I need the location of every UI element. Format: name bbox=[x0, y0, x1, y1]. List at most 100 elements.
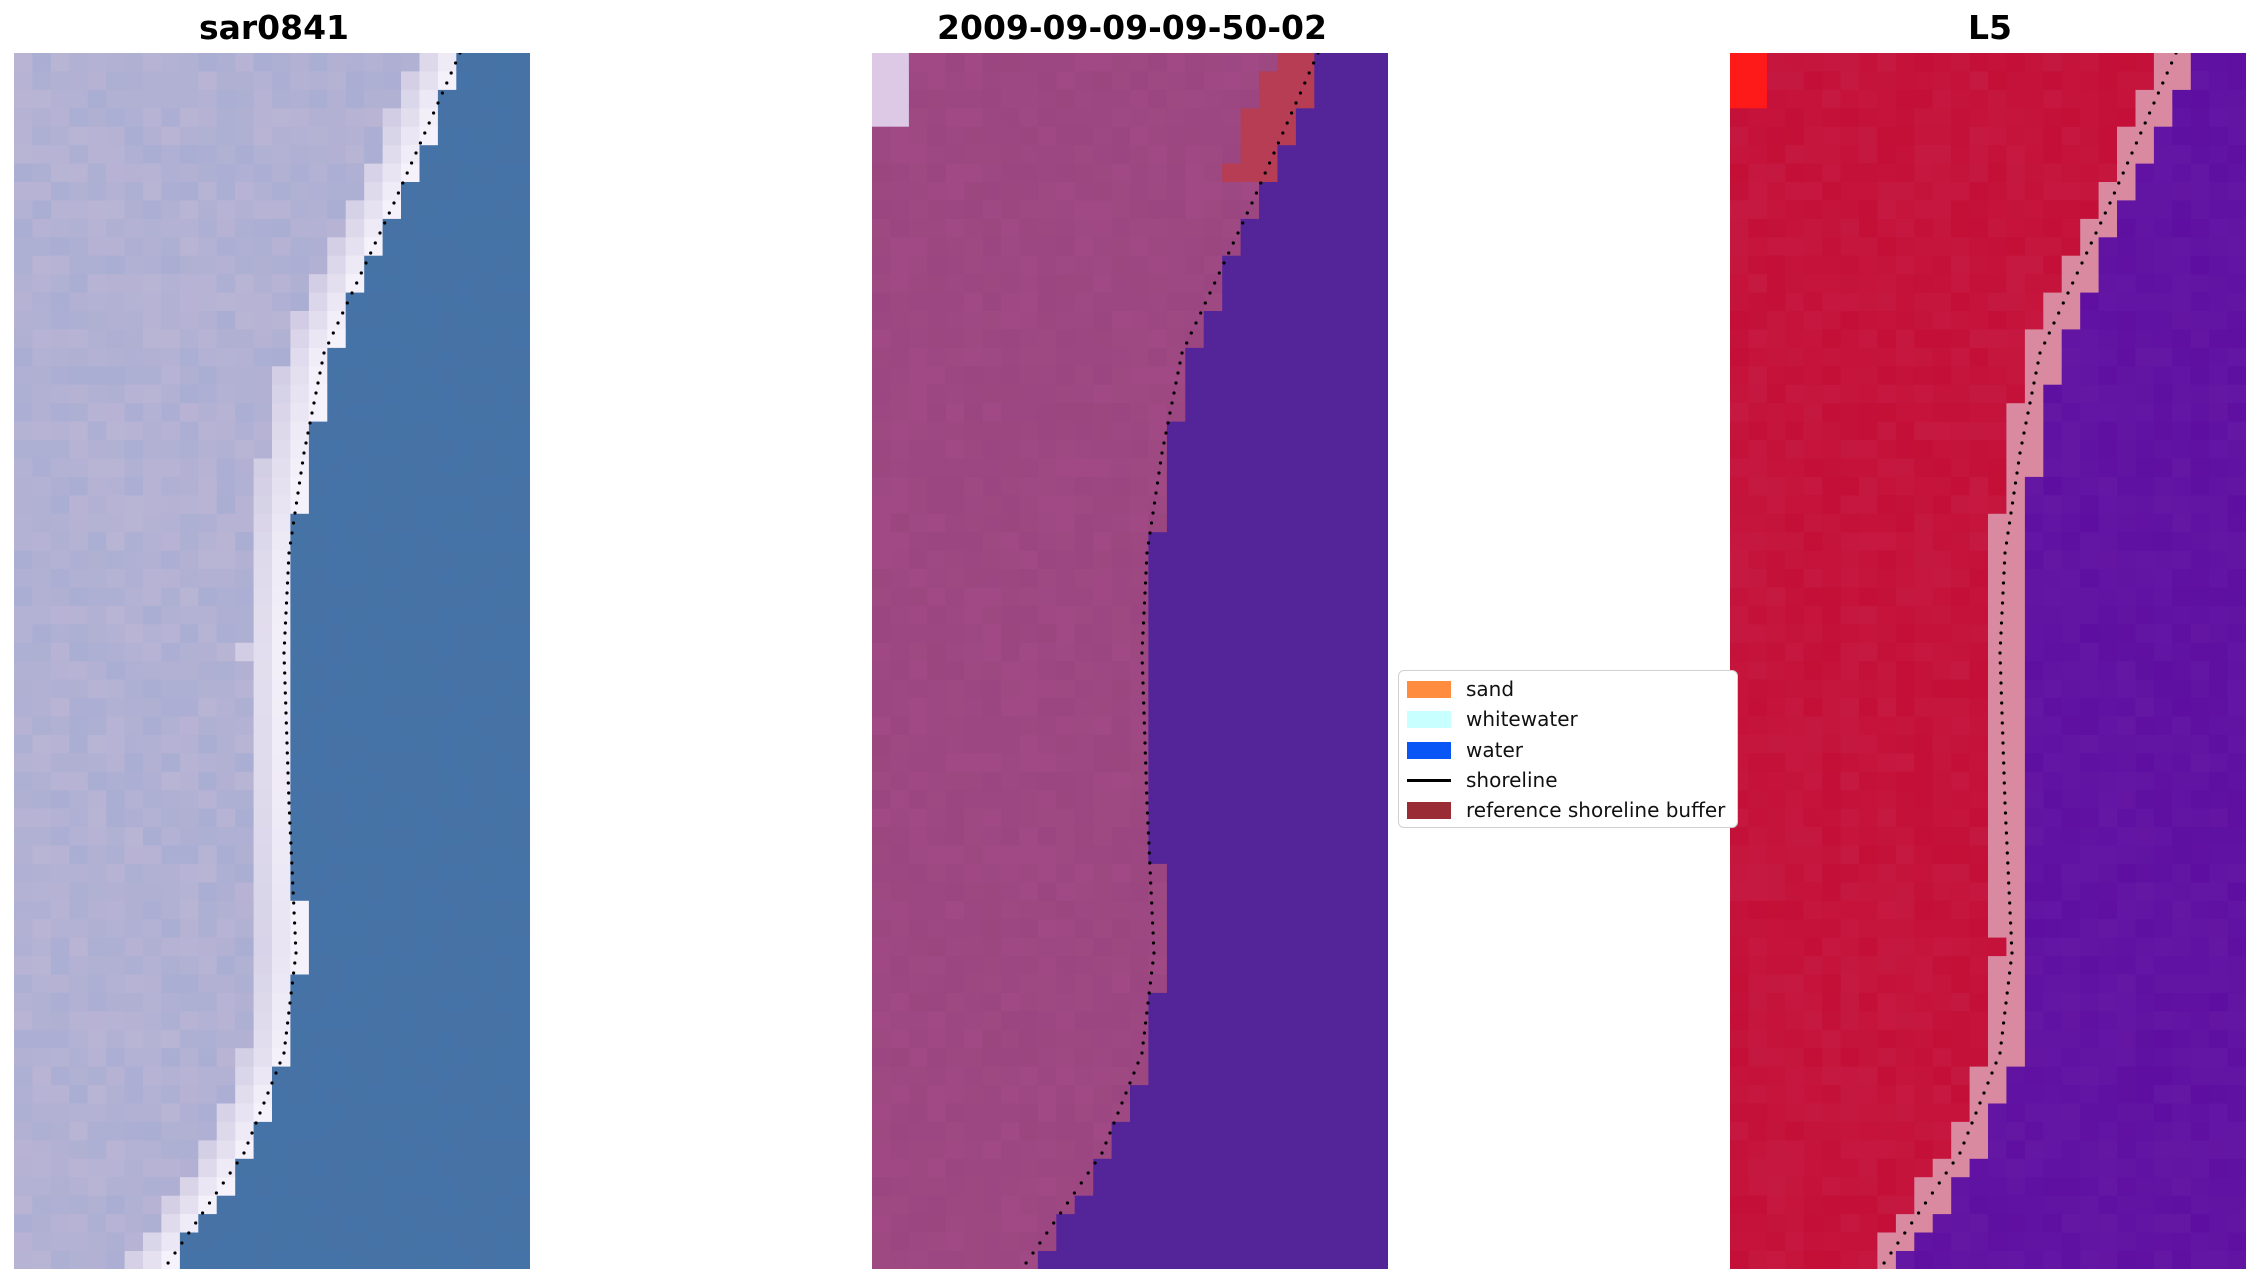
shoreline-dot bbox=[2010, 501, 2015, 505]
shoreline-dot bbox=[283, 681, 287, 685]
shoreline-dot bbox=[2034, 371, 2038, 375]
shoreline-dot bbox=[410, 161, 414, 165]
shoreline-dot bbox=[1254, 191, 1258, 195]
shoreline-dot bbox=[1170, 401, 1174, 405]
shoreline-dot bbox=[283, 671, 287, 675]
shoreline-dot bbox=[1148, 981, 1152, 985]
shoreline-dot bbox=[2005, 991, 2009, 995]
shoreline-dot bbox=[458, 53, 462, 55]
shoreline-dot bbox=[1147, 991, 1151, 995]
shoreline-dot bbox=[2000, 721, 2004, 725]
shoreline-dot bbox=[2036, 361, 2040, 365]
shoreline-dot bbox=[1276, 141, 1280, 145]
shoreline-dot bbox=[282, 641, 287, 645]
shoreline-dot bbox=[302, 451, 306, 455]
shoreline-dot bbox=[180, 1241, 184, 1245]
shoreline-dot bbox=[2003, 801, 2007, 805]
shoreline-dot bbox=[290, 871, 294, 875]
shoreline-dot bbox=[288, 1001, 292, 1005]
shoreline-dot bbox=[1124, 1091, 1128, 1095]
shoreline-dot bbox=[1144, 561, 1149, 565]
shoreline-dot bbox=[2008, 901, 2012, 905]
index-image bbox=[1730, 53, 2246, 1269]
shoreline-dot bbox=[2000, 711, 2004, 715]
shoreline-dot bbox=[1141, 631, 1145, 635]
shoreline-dot bbox=[2080, 261, 2084, 265]
shoreline-dot bbox=[288, 541, 293, 545]
shoreline-dot bbox=[331, 331, 335, 335]
shoreline-dot bbox=[1294, 101, 1298, 105]
shoreline-dot bbox=[1998, 641, 2003, 645]
shoreline-dot bbox=[1241, 221, 1245, 225]
shoreline-dot bbox=[1937, 1181, 1941, 1185]
shoreline-dot bbox=[2007, 891, 2011, 895]
shoreline-dot bbox=[282, 661, 286, 665]
shoreline-dot bbox=[369, 251, 373, 255]
shoreline-dot bbox=[1143, 731, 1147, 735]
shoreline-dot bbox=[2026, 411, 2030, 415]
shoreline-dot bbox=[1148, 871, 1152, 875]
shoreline-dot bbox=[1072, 1191, 1076, 1195]
shoreline-dot bbox=[2130, 151, 2134, 155]
legend-label-water: water bbox=[1466, 738, 1523, 762]
shoreline-dot bbox=[2009, 931, 2013, 935]
shoreline-dot bbox=[2108, 201, 2112, 205]
shoreline-dot bbox=[2143, 121, 2147, 125]
shoreline-dot bbox=[2009, 921, 2013, 925]
shoreline-dot bbox=[1141, 681, 1145, 685]
shoreline-dot bbox=[1166, 421, 1170, 425]
panel-title-classified: 2009-09-09-09-50-02 bbox=[937, 8, 1327, 47]
shoreline-dot bbox=[1104, 1141, 1108, 1145]
shoreline-dot bbox=[284, 611, 288, 615]
shoreline-dot bbox=[312, 401, 316, 405]
shoreline-dot bbox=[1896, 1241, 1900, 1245]
shoreline-dot bbox=[1966, 1131, 1970, 1135]
shoreline-dot bbox=[1978, 1101, 1982, 1105]
shoreline-dot bbox=[1144, 771, 1148, 775]
shoreline-dot bbox=[1227, 251, 1231, 255]
shoreline-dot bbox=[287, 811, 292, 815]
shoreline-dot bbox=[262, 1101, 266, 1105]
shoreline-dot bbox=[2003, 1011, 2007, 1015]
shoreline-dot bbox=[207, 1201, 212, 1205]
shoreline-dot bbox=[266, 1091, 270, 1095]
shoreline-dot bbox=[235, 1161, 239, 1165]
shoreline-dot bbox=[1143, 591, 1147, 595]
shoreline-dot bbox=[2043, 341, 2047, 345]
shoreline-dot bbox=[290, 861, 294, 865]
shoreline-dot bbox=[1128, 1081, 1132, 1085]
shoreline-dot bbox=[2028, 401, 2032, 405]
shoreline-dot bbox=[1151, 511, 1155, 515]
shoreline-dot bbox=[2089, 241, 2093, 245]
shoreline-dot bbox=[2002, 571, 2006, 575]
shoreline-dot bbox=[2112, 191, 2116, 195]
shoreline-dot bbox=[283, 621, 288, 625]
shoreline-dot bbox=[1151, 961, 1155, 965]
shoreline-dot bbox=[2006, 531, 2010, 535]
shoreline-dot bbox=[283, 631, 287, 635]
shoreline-dot bbox=[201, 1211, 205, 1215]
shoreline-dot bbox=[289, 851, 293, 855]
shoreline-dot bbox=[2000, 1031, 2004, 1035]
shoreline-dot bbox=[293, 511, 297, 515]
shoreline-dot bbox=[1141, 1041, 1145, 1045]
shoreline-dot bbox=[293, 921, 297, 925]
shoreline-dot bbox=[454, 61, 458, 65]
shoreline-dot bbox=[1141, 621, 1146, 625]
shoreline-dot bbox=[2057, 311, 2061, 315]
shoreline-dot bbox=[1149, 891, 1153, 895]
shoreline-dot bbox=[270, 1081, 274, 1085]
shoreline-dot bbox=[1145, 801, 1149, 805]
shoreline-dot bbox=[2009, 511, 2013, 515]
shoreline-dot bbox=[1158, 461, 1163, 465]
shoreline-dot bbox=[327, 341, 331, 345]
shoreline-dot bbox=[1140, 651, 1144, 655]
shoreline-dot bbox=[304, 441, 308, 445]
shoreline-dot bbox=[2002, 561, 2007, 565]
shoreline-dot bbox=[296, 491, 300, 495]
shoreline-dot bbox=[2134, 141, 2138, 145]
shoreline-dot bbox=[1136, 1061, 1140, 1065]
shoreline-dot bbox=[1990, 1071, 1994, 1075]
shoreline-dot bbox=[2148, 111, 2152, 115]
shoreline-dot bbox=[1144, 761, 1148, 765]
